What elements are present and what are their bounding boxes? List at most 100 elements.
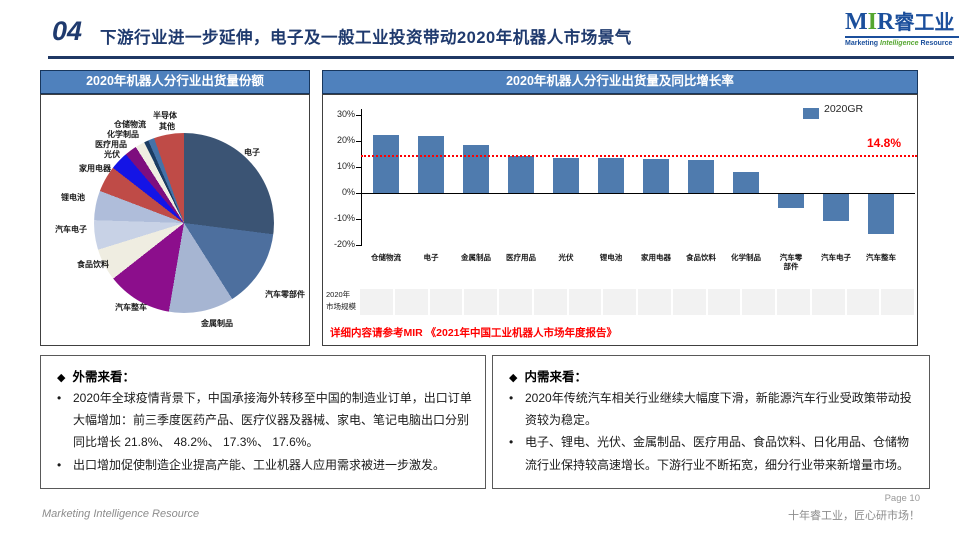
box-title: ◆ 外需来看： — [57, 366, 473, 385]
pie-chart-area: 电子 汽车零部件 金属制品 汽车整车 食品饮料 汽车电子 锂电池 家用电器 光伏 医疗用品 化学制品… — [40, 94, 310, 346]
diamond-bullet-icon: ◆ — [57, 372, 66, 384]
y-tick-mark — [356, 219, 361, 220]
y-tick-label: 30% — [336, 109, 355, 119]
bar-仓储物流 — [373, 134, 399, 193]
bar-chart-area: 2020GR 14.8% 30% 20% 10% 0% -10% -20% 仓储物流 电子 金属… — [322, 94, 918, 346]
bullet-item: • 出口增加促使制造企业提高产能、工业机器人应用需求被进一步激发。 — [57, 454, 473, 476]
pie-slice-label: 半导体 — [153, 111, 177, 120]
market-size-cell — [846, 289, 880, 315]
logo-wordmark: MIR睿工业 — [845, 10, 959, 34]
page-title: 下游行业进一步延伸，电子及一般工业投资带动2020年机器人市场景气 — [100, 29, 632, 47]
y-axis-line — [361, 109, 362, 246]
market-size-cell — [360, 289, 393, 315]
market-size-cell — [568, 289, 602, 315]
market-size-cell — [603, 289, 636, 315]
bullet-item: • 2020年全球疫情背景下，中国承接海外转移至中国的制造业订单，出口订单大幅增加… — [57, 387, 473, 454]
bar-电子 — [418, 136, 444, 193]
bar-chart-title: 2020年机器人分行业出货量及同比增长率 — [322, 70, 918, 94]
pie-slice-label: 汽车整车 — [115, 303, 147, 312]
y-tick-mark — [356, 193, 361, 194]
pie-slice-label: 化学制品 — [107, 130, 139, 139]
x-category-label: 光伏 — [558, 253, 574, 262]
bar-汽车电子 — [823, 194, 849, 221]
bar-食品饮料 — [688, 160, 714, 193]
logo-tag-resource: Resource — [920, 40, 953, 47]
market-size-cell — [742, 289, 775, 315]
legend-swatch — [803, 108, 819, 119]
pie-slice-label: 家用电器 — [79, 164, 111, 173]
x-category-label: 汽车电子 — [821, 253, 851, 262]
header-rule — [48, 56, 954, 59]
x-category-label: 医疗用品 — [506, 253, 536, 262]
bar-锂电池 — [598, 158, 624, 193]
pie-slice-label: 电子 — [244, 148, 260, 157]
source-note: 详细内容请参考MIR 《2021年中国工业机器人市场年度报告》 — [330, 327, 618, 339]
footer-slogan: 十年睿工业，匠心研市场！ — [788, 510, 920, 522]
pie-slice-label: 汽车电子 — [55, 225, 87, 234]
logo-letter-m: M — [845, 9, 868, 35]
x-category-label: 电子 — [423, 253, 439, 262]
x-category-label: 汽车零 部件 — [779, 253, 803, 272]
x-category-label: 仓储物流 — [371, 253, 401, 262]
logo-tag-intelligence: Intelligence — [880, 40, 919, 47]
refline-14-8 — [361, 154, 917, 157]
x-axis-line — [361, 193, 915, 194]
bullet-item: • 2020年传统汽车相关行业继续大幅度下滑，新能源汽车行业受政策带动投资较为稳定… — [509, 387, 917, 431]
box-title-text: 内需来看： — [524, 370, 587, 384]
bar-化学制品 — [733, 171, 759, 193]
pie-chart-panel: 2020年机器人分行业出货量份额 电子 汽车零部件 金属制品 汽车整车 食品饮料 汽车电子… — [40, 70, 310, 346]
x-category-label: 锂电池 — [599, 253, 623, 262]
bar-汽车整车 — [868, 194, 894, 235]
x-category-label: 化学制品 — [731, 253, 761, 262]
company-logo: MIR睿工业 Marketing Intelligence Resource — [845, 10, 959, 47]
market-size-cells — [360, 289, 914, 315]
pie-chart — [94, 133, 274, 313]
y-tick-mark — [356, 245, 361, 246]
market-size-cell — [429, 289, 463, 315]
bullet-dot-icon: • — [509, 435, 514, 450]
market-size-cell — [464, 289, 497, 315]
pie-slice-label: 其他 — [159, 122, 175, 131]
x-category-label: 家用电器 — [641, 253, 671, 262]
y-tick-label: 0% — [341, 187, 355, 197]
market-size-cell — [394, 289, 428, 315]
bar-家用电器 — [643, 158, 669, 193]
market-size-cell — [811, 289, 845, 315]
slide-number: 04 — [52, 16, 83, 46]
page-number: Page 10 — [884, 493, 920, 504]
internal-demand-box: ◆ 内需来看： • 2020年传统汽车相关行业继续大幅度下滑，新能源汽车行业受政策带动… — [492, 355, 930, 489]
bullet-dot-icon: • — [57, 391, 62, 405]
bullet-text: 出口增加促使制造企业提高产能、工业机器人应用需求被进一步激发。 — [73, 457, 446, 472]
pie-slice-label: 锂电池 — [61, 193, 85, 202]
y-tick-label: -10% — [333, 213, 355, 223]
y-tick-mark — [356, 167, 361, 168]
refline-label: 14.8% — [867, 136, 902, 150]
pie-slice-label: 汽车零部件 — [265, 290, 305, 299]
logo-letter-r: R — [877, 9, 895, 35]
diamond-bullet-icon: ◆ — [509, 372, 518, 384]
bar-金属制品 — [463, 145, 489, 193]
bar-医疗用品 — [508, 155, 534, 193]
legend-label: 2020GR — [824, 103, 864, 115]
market-size-cell — [672, 289, 706, 315]
bullet-dot-icon: • — [509, 391, 514, 405]
market-size-label-line1: 2020年 — [326, 290, 351, 299]
external-demand-box: ◆ 外需来看： • 2020年全球疫情背景下，中国承接海外转移至中国的制造业订单，出口… — [40, 355, 486, 489]
y-tick-mark — [356, 115, 361, 116]
market-size-cell — [638, 289, 671, 315]
market-size-cell — [533, 289, 567, 315]
logo-tagline: Marketing Intelligence Resource — [845, 40, 959, 47]
pie-slice-label: 光伏 — [104, 150, 120, 159]
bar-光伏 — [553, 158, 579, 193]
market-size-row: 2020年 市场规模 — [323, 289, 917, 315]
market-size-cell — [881, 289, 914, 315]
logo-underline — [845, 36, 959, 38]
bullet-text: 2020年传统汽车相关行业继续大幅度下滑，新能源汽车行业受政策带动投资较为稳定。 — [525, 391, 912, 428]
pie-slice-label: 金属制品 — [201, 319, 233, 328]
bar-chart-plot: 2020GR 14.8% 30% 20% 10% 0% -10% -20% 仓储物流 电子 金属… — [323, 95, 917, 345]
pie-slice-label: 仓储物流 — [114, 120, 146, 129]
logo-letter-i: I — [867, 9, 877, 35]
x-category-label: 汽车整车 — [866, 253, 896, 262]
pie-chart-title: 2020年机器人分行业出货量份额 — [40, 70, 310, 94]
